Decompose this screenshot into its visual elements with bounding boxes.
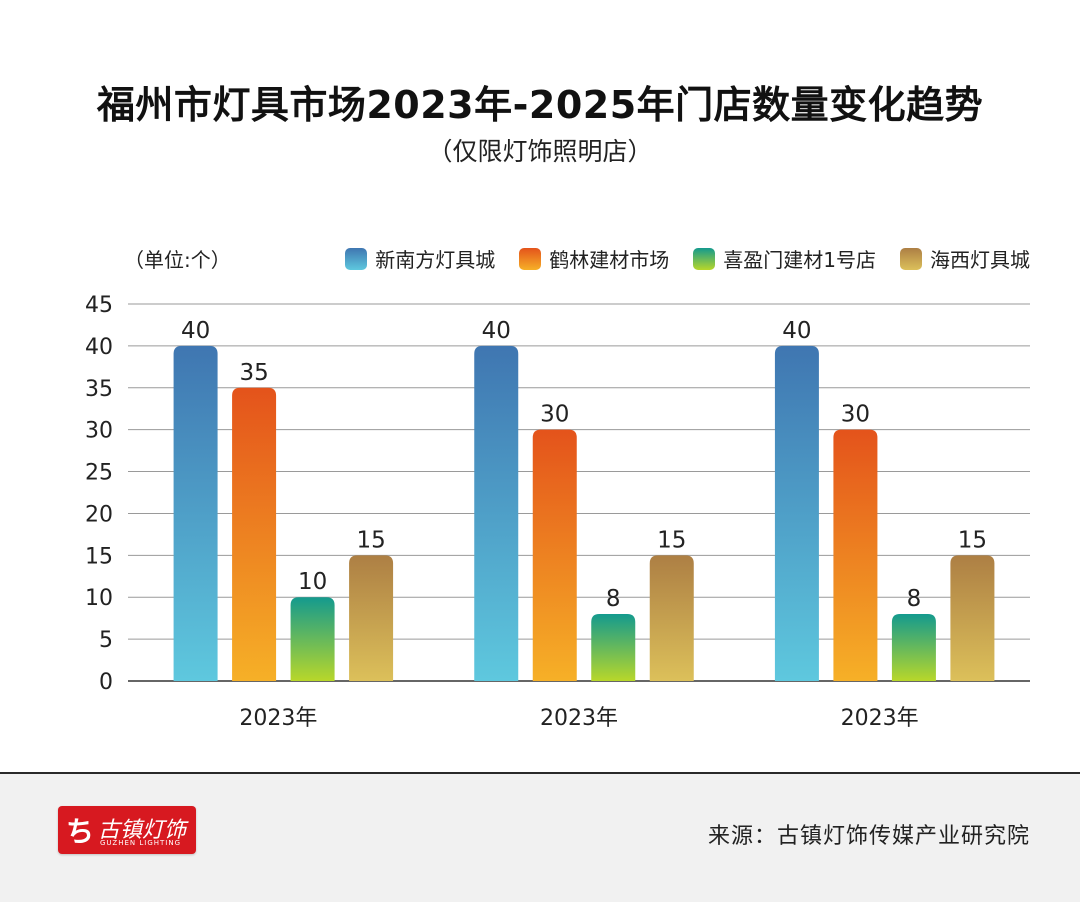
- bar-2-1: [833, 429, 878, 681]
- data-label: 8: [606, 586, 621, 612]
- y-tick-label: 25: [85, 461, 113, 486]
- logo-subtext: GUZHEN LIGHTING: [100, 839, 182, 847]
- bar-2-0: [774, 345, 819, 681]
- footer: ち 古镇灯饰 GUZHEN LIGHTING 来源：古镇灯饰传媒产业研究院: [0, 772, 1080, 902]
- y-tick-label: 45: [85, 293, 113, 318]
- data-label: 40: [782, 318, 811, 344]
- legend-swatch-0: [345, 247, 368, 270]
- bar-2-2: [891, 613, 936, 681]
- legend-label-0: 新南方灯具城: [375, 248, 496, 272]
- bar-1-1: [532, 429, 577, 681]
- y-tick-label: 0: [99, 670, 113, 695]
- y-tick-label: 35: [85, 377, 113, 402]
- legend-item-1: 鹤林建材市场: [519, 244, 669, 273]
- chart-subtitle: （仅限灯饰照明店）: [427, 137, 653, 166]
- legend-swatch-1: [519, 247, 542, 270]
- data-label: 40: [181, 318, 210, 344]
- bar-2-3: [950, 555, 995, 681]
- data-label: 8: [907, 586, 922, 612]
- data-label: 15: [356, 527, 385, 553]
- legend-item-3: 海西灯具城: [900, 244, 1030, 273]
- data-label: 30: [540, 402, 569, 428]
- bar-0-3: [349, 555, 394, 681]
- legend-label-3: 海西灯具城: [930, 248, 1030, 272]
- data-label: 15: [657, 527, 686, 553]
- logo-text: 古镇灯饰: [98, 818, 187, 843]
- y-tick-label: 10: [85, 586, 113, 611]
- bar-1-3: [649, 555, 694, 681]
- y-tick-label: 40: [85, 335, 113, 360]
- chart-title: 福州市灯具市场2023年-2025年门店数量变化趋势: [96, 83, 984, 127]
- y-tick-label: 30: [85, 419, 113, 444]
- data-label: 15: [958, 527, 987, 553]
- data-label: 40: [482, 318, 511, 344]
- y-tick-label: 5: [99, 628, 113, 653]
- x-tick-label: 2023年: [540, 706, 618, 731]
- data-label: 30: [841, 402, 870, 428]
- legend-item-0: 新南方灯具城: [345, 244, 495, 273]
- bar-1-0: [474, 345, 519, 681]
- bar-0-0: [173, 345, 218, 681]
- legend: 新南方灯具城 鹤林建材市场 喜盈门建材1号店 海西灯具城: [321, 244, 1030, 273]
- legend-swatch-3: [900, 247, 922, 270]
- source-credit: 来源：古镇灯饰传媒产业研究院: [707, 824, 1030, 849]
- x-tick-label: 2023年: [239, 706, 317, 731]
- logo-mark-icon: ち: [66, 815, 95, 848]
- unit-label: （单位:个）: [124, 248, 231, 272]
- bar-1-2: [591, 613, 636, 681]
- data-label: 35: [239, 360, 268, 386]
- y-tick-label: 15: [85, 544, 113, 569]
- brand-logo: ち 古镇灯饰 GUZHEN LIGHTING: [58, 806, 196, 854]
- bar-chart: 0 5 10 15 20 25 30 35 40 45 40 35 10 15 2023年 40 30 8 15 20…: [85, 293, 1030, 731]
- bar-0-1: [232, 387, 277, 681]
- legend-label-2: 喜盈门建材1号店: [723, 248, 876, 272]
- x-tick-label: 2023年: [841, 706, 919, 731]
- y-tick-label: 20: [85, 502, 113, 527]
- legend-item-2: 喜盈门建材1号店: [693, 244, 876, 273]
- bar-0-2: [290, 597, 335, 681]
- legend-swatch-2: [693, 247, 716, 270]
- data-label: 10: [298, 569, 327, 595]
- legend-label-1: 鹤林建材市场: [549, 248, 670, 272]
